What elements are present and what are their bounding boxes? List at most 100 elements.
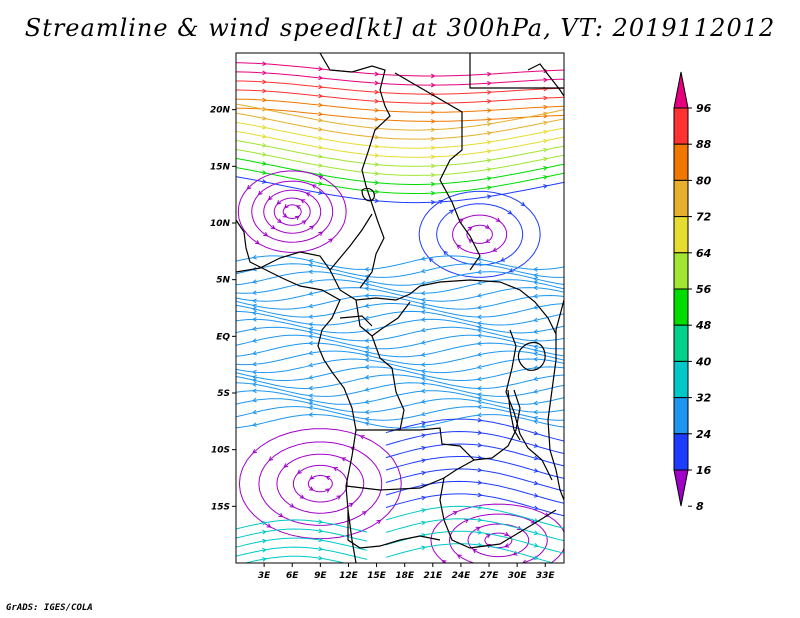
- streamline-arrow: [364, 416, 370, 422]
- streamline-arrow: [364, 357, 370, 363]
- streamline-arrow: [430, 136, 436, 142]
- streamline-arrow: [308, 398, 314, 403]
- streamline: [236, 271, 564, 286]
- streamline-arrow: [487, 108, 492, 113]
- streamline-arrow: [332, 467, 338, 472]
- streamline-arrow: [374, 89, 380, 95]
- streamline: [236, 80, 564, 95]
- streamline-arrow: [374, 71, 380, 77]
- lat-tick-label: 20N: [210, 106, 231, 116]
- map-frame: [235, 52, 565, 564]
- streamline: [243, 555, 347, 563]
- streamline-arrow: [532, 317, 539, 323]
- streamline-arrow: [486, 130, 492, 136]
- lat-tick-label: 5S: [217, 389, 230, 399]
- country-borders: [236, 53, 564, 563]
- streamline-arrow: [318, 111, 324, 117]
- streamline-arrow: [467, 226, 473, 231]
- streamline-arrow: [477, 442, 483, 448]
- streamline: [236, 112, 564, 140]
- streamline-arrow: [262, 557, 268, 562]
- streamline-arrow: [430, 127, 436, 133]
- streamline-arrow: [476, 386, 482, 391]
- streamline-arrow: [374, 162, 380, 167]
- streamline-arrow: [308, 334, 313, 339]
- streamline-arrow: [277, 218, 283, 223]
- streamline-arrow: [430, 154, 436, 160]
- streamline-arrow: [476, 352, 482, 357]
- streamline-arrow: [476, 376, 482, 382]
- streamline-arrow: [262, 547, 268, 553]
- streamline: [236, 157, 564, 185]
- streamline: [236, 139, 564, 167]
- streamline-arrow: [486, 121, 492, 127]
- colorbar-level-label: 88: [696, 138, 712, 151]
- border-cameroon: [329, 213, 373, 327]
- streamline-arrow: [533, 555, 539, 560]
- streamline-arrow: [308, 405, 313, 411]
- streamline-arrow: [364, 374, 370, 380]
- streamline-arrow: [532, 344, 538, 350]
- streamline: [385, 518, 564, 542]
- streamline-arrow: [522, 559, 526, 563]
- streamline-arrow: [543, 138, 549, 144]
- streamline-arrow: [476, 396, 482, 401]
- streamline: [236, 390, 564, 405]
- streamline-arrow: [318, 190, 324, 195]
- streamline-arrow: [257, 190, 263, 196]
- streamline-arrow: [267, 195, 273, 201]
- streamline-arrow: [251, 279, 257, 284]
- streamline-arrow: [543, 184, 549, 189]
- colorbar: 96 88 80 72 64 56 48 40 32 24 16 8: [673, 71, 712, 513]
- colorbar-segment: [673, 360, 689, 399]
- streamline-arrow: [251, 409, 257, 415]
- coastline-west: [236, 219, 357, 563]
- streamline-arrow: [305, 192, 311, 197]
- lat-tick-label: 15N: [210, 162, 231, 172]
- streamline-arrow: [376, 519, 382, 525]
- streamline-arrow: [309, 475, 315, 480]
- streamline-arrow: [374, 152, 380, 158]
- streamline-arrow: [543, 95, 549, 101]
- streamline-arrow: [251, 422, 257, 427]
- streamline-arrow: [487, 99, 492, 104]
- streamline-arrow: [374, 134, 380, 140]
- border-east-1: [505, 329, 553, 481]
- streamline-arrow: [486, 194, 492, 199]
- streamline-arrow: [477, 467, 483, 473]
- streamline-arrow: [364, 286, 370, 292]
- streamline: [236, 176, 564, 204]
- streamline-arrow: [374, 180, 380, 185]
- streamline-arrow: [420, 297, 426, 303]
- streamline-arrow: [251, 307, 257, 312]
- streamline-arrow: [476, 412, 482, 418]
- streamline: [236, 103, 564, 131]
- streamline: [430, 503, 564, 563]
- streamline-arrow: [543, 129, 549, 135]
- streamline-arrow: [420, 317, 426, 322]
- streamline-arrow: [308, 486, 314, 491]
- streamline-arrow: [543, 120, 549, 126]
- streamline-arrow: [533, 443, 539, 448]
- border-south-3: [347, 510, 441, 549]
- streamline-arrow: [477, 492, 483, 498]
- streamline-arrow: [284, 203, 289, 209]
- colorbar-level-label: 24: [696, 428, 711, 441]
- streamline-arrow: [533, 468, 539, 473]
- colorbar-level-label: 32: [696, 392, 712, 405]
- streamline-arrow: [430, 190, 436, 196]
- streamline-arrow: [300, 199, 306, 204]
- streamline-arrow: [308, 258, 314, 264]
- streamline-arrow: [476, 364, 482, 370]
- streamline-arrow: [308, 269, 313, 275]
- lon-tick-label: 30E: [508, 571, 528, 581]
- streamline-arrow: [318, 93, 324, 99]
- lake-chad: [361, 187, 375, 202]
- streamlines-layer: [236, 61, 564, 563]
- streamline: [237, 170, 347, 253]
- streamline: [236, 303, 564, 318]
- streamline-arrow: [364, 421, 370, 426]
- streamline: [236, 528, 368, 542]
- streamline-arrow: [364, 303, 370, 309]
- streamline-arrow: [486, 185, 492, 190]
